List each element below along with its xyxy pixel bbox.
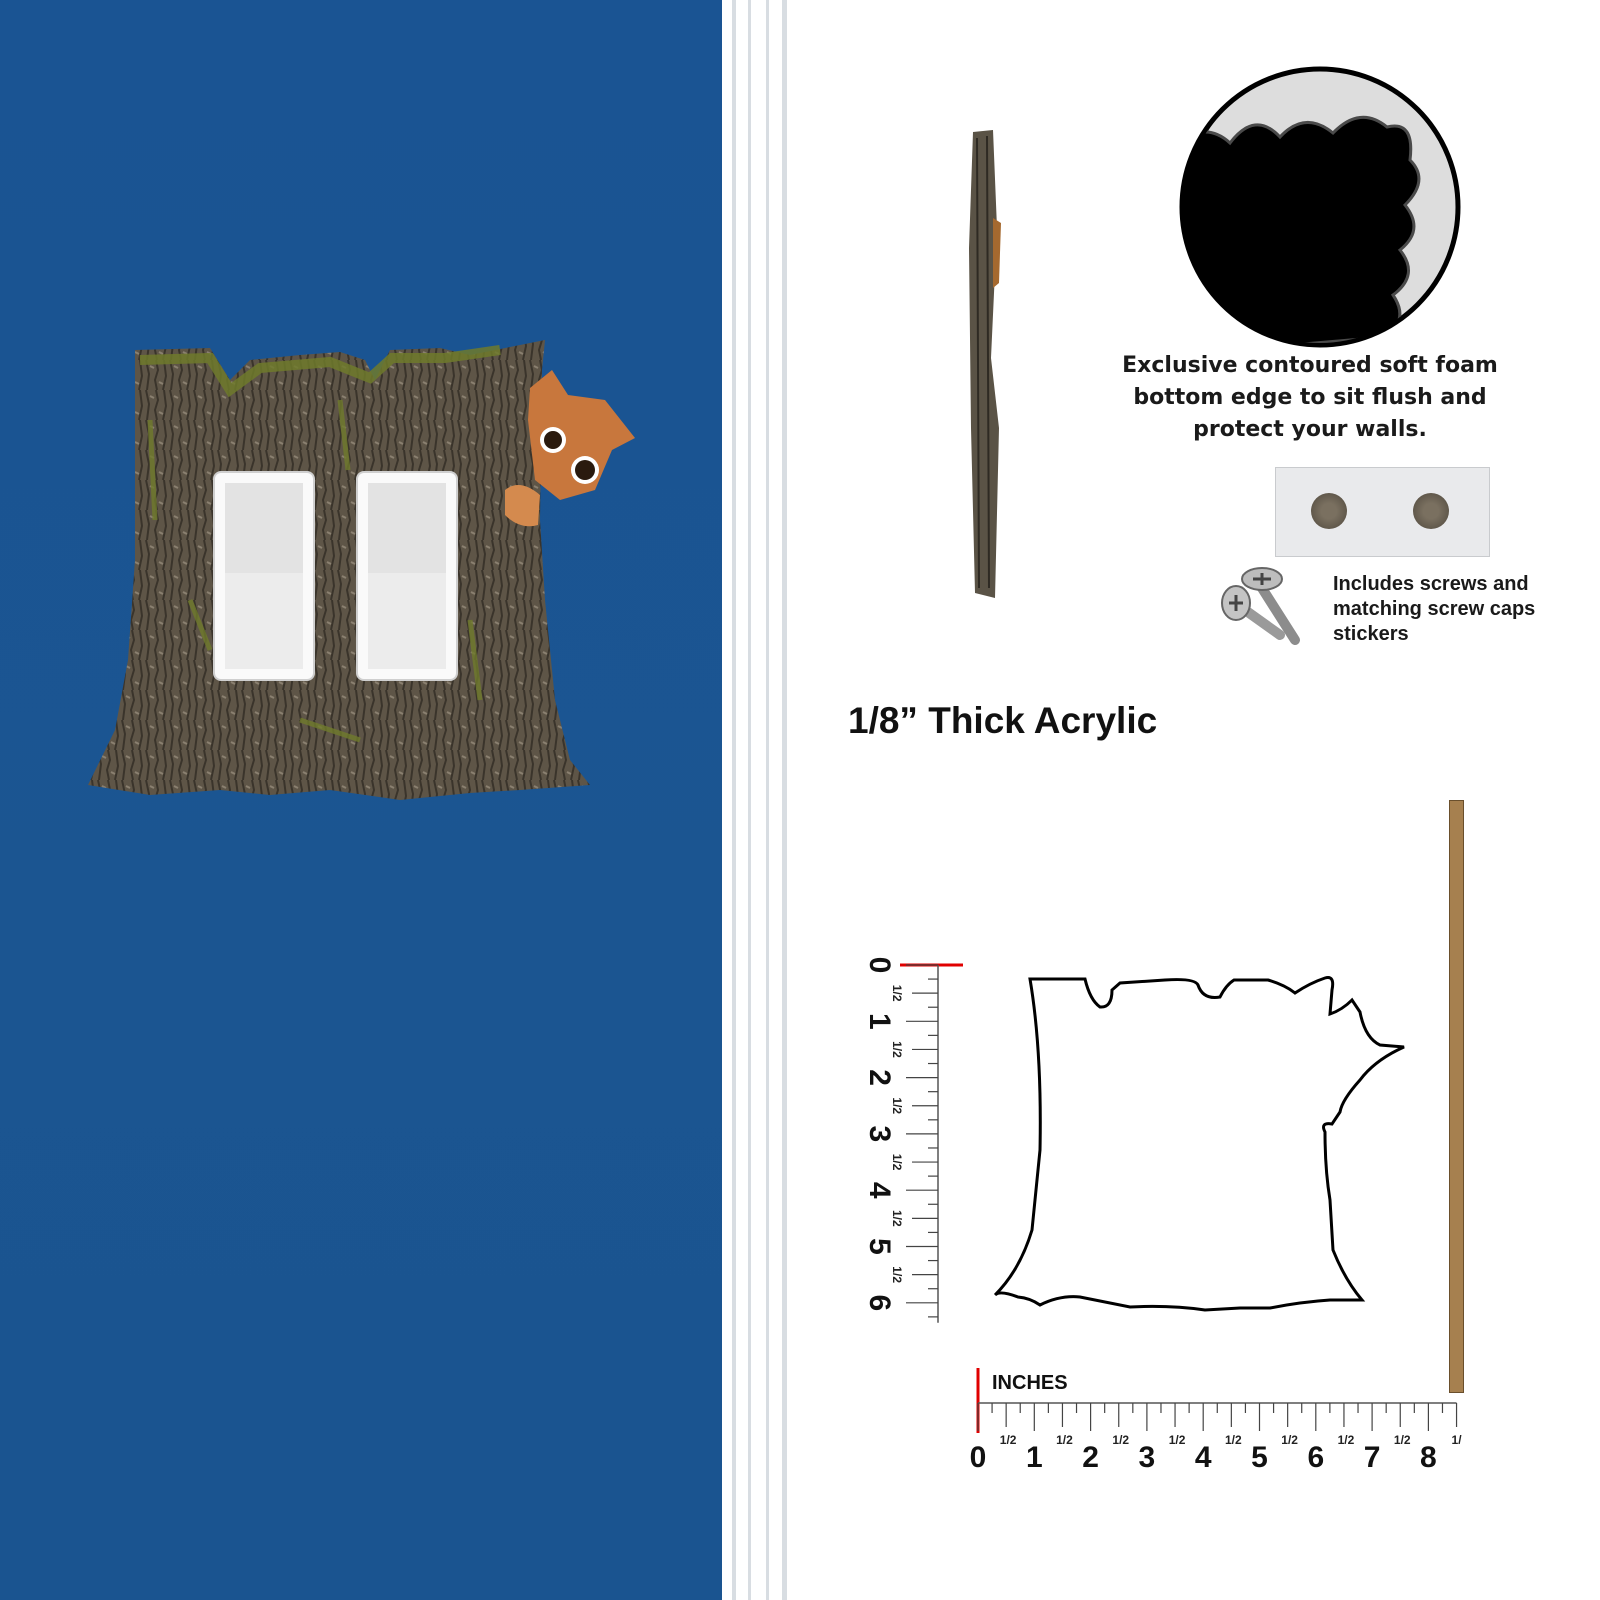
rocker-switch-left[interactable]	[215, 473, 313, 679]
blue-wall-background	[0, 0, 722, 1600]
rocker-switch-right[interactable]	[358, 473, 456, 679]
ruler-number: 4	[863, 1182, 896, 1199]
plate-outline-drawing	[993, 976, 1405, 1312]
ruler-number: 6	[1307, 1441, 1324, 1472]
ruler-half-label: 1/2	[1281, 1433, 1298, 1447]
acrylic-edge-strip	[1449, 800, 1464, 1393]
ruler-number: 5	[1251, 1441, 1268, 1472]
ruler-half-label: 1/2	[890, 1266, 904, 1283]
horizontal-ruler: 0 1 2 3 4 5 6 7 8 1/2 1/2 1/2 1/2 1/2 1/2 1/2 1/2 1/	[970, 1368, 1463, 1472]
ruler-number: 1	[863, 1013, 896, 1030]
thickness-title: 1/8” Thick Acrylic	[848, 700, 1158, 741]
ruler-half-label: 1/2	[890, 1097, 904, 1114]
ruler-unit-label: INCHES	[992, 1372, 1068, 1394]
ruler-half-label: 1/2	[890, 985, 904, 1002]
ruler-number: 2	[863, 1069, 896, 1086]
ruler-half-label: 1/2	[1169, 1433, 1186, 1447]
screw-cap-sticker-strip	[1275, 467, 1490, 557]
cat-icon	[505, 370, 635, 527]
foam-edge-detail-icon	[1179, 66, 1461, 348]
ruler-half-label: 1/2	[1000, 1433, 1017, 1447]
ruler-half-label: 1/	[1452, 1433, 1463, 1447]
screw-cap-sticker-icon	[1413, 493, 1449, 529]
ruler-half-label: 1/2	[1394, 1433, 1411, 1447]
wall-trim-molding	[722, 0, 797, 1600]
ruler-half-label: 1/2	[890, 1041, 904, 1058]
ruler-number: 7	[1364, 1441, 1381, 1472]
ruler-half-label: 1/2	[1338, 1433, 1355, 1447]
ruler-number: 0	[970, 1441, 987, 1472]
plate-side-profile	[969, 130, 1001, 598]
ruler-number: 3	[1139, 1441, 1156, 1472]
ruler-half-label: 1/2	[1112, 1433, 1129, 1447]
ruler-number: 2	[1082, 1441, 1099, 1472]
ruler-number: 8	[1420, 1441, 1437, 1472]
foam-edge-caption: Exclusive contoured soft foam bottom edg…	[1122, 353, 1498, 442]
ruler-number: 1	[1026, 1441, 1043, 1472]
ruler-half-label: 1/2	[890, 1210, 904, 1227]
screws-icon	[1221, 567, 1300, 645]
ruler-number: 3	[863, 1126, 896, 1143]
ruler-number: 4	[1195, 1441, 1212, 1472]
ruler-half-label: 1/2	[890, 1154, 904, 1171]
screws-caption: Includes screws and matching screw caps …	[1333, 573, 1536, 645]
tree-stump-switch-plate	[88, 340, 635, 800]
screw-cap-sticker-icon	[1311, 493, 1347, 529]
ruler-number: 0	[863, 957, 896, 974]
ruler-number: 5	[863, 1238, 896, 1255]
vertical-ruler: 0 1 2 3 4 5 6 1/2 1/2 1/2 1/2 1/2 1/2	[863, 957, 963, 1323]
ruler-half-label: 1/2	[1225, 1433, 1242, 1447]
ruler-number: 6	[863, 1294, 896, 1311]
ruler-half-label: 1/2	[1056, 1433, 1073, 1447]
